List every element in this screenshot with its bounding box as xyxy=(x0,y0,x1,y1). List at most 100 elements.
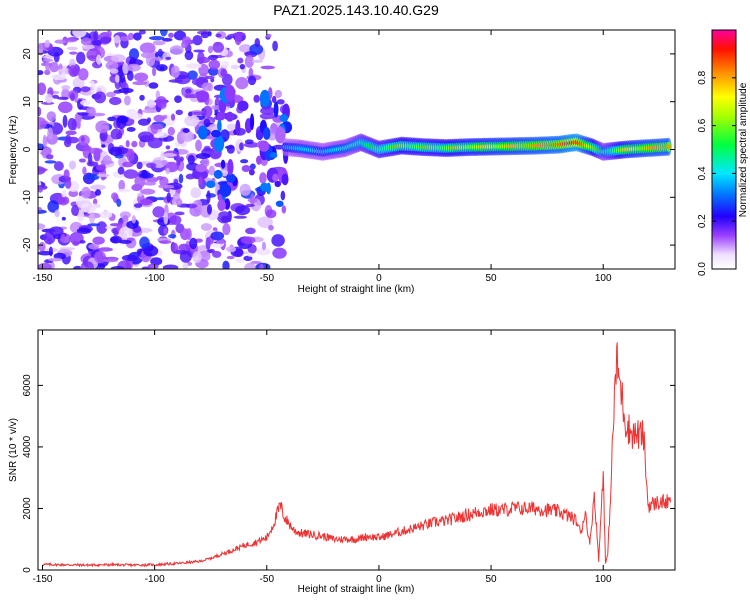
heatmap-cell xyxy=(87,223,101,227)
heatmap-cell xyxy=(109,146,123,157)
snr-x-tick-label: -100 xyxy=(145,574,165,585)
heatmap-cell xyxy=(207,45,213,54)
heatmap-cell xyxy=(245,227,256,235)
heatmap-cell xyxy=(139,42,156,54)
heatmap-cell xyxy=(275,126,286,144)
heatmap-cell xyxy=(244,139,254,145)
heatmap-cell xyxy=(226,123,237,131)
heatmap-cell xyxy=(202,105,213,118)
heatmap-cell xyxy=(161,153,177,157)
heatmap-cell xyxy=(91,39,102,46)
heatmap-cell xyxy=(258,140,270,152)
snr-x-ticks: -150 -100 -50 0 50 100 xyxy=(32,330,612,585)
heatmap-cell xyxy=(140,188,156,195)
heatmap-cell xyxy=(203,118,211,128)
heatmap-cell xyxy=(273,101,279,118)
heatmap-cell xyxy=(184,50,194,61)
heatmap-cell xyxy=(47,200,59,213)
heatmap-cell xyxy=(259,172,267,184)
heatmap-cell xyxy=(220,68,228,77)
heatmap-cell xyxy=(131,215,136,224)
heatmap-cell xyxy=(217,193,224,201)
heatmap-cell xyxy=(155,96,167,109)
heatmap-cell xyxy=(256,155,262,165)
heatmap-cell xyxy=(271,234,285,247)
heatmap-cell xyxy=(137,193,143,197)
heatmap-cell xyxy=(47,127,54,141)
heatmap-cell xyxy=(119,73,126,84)
heatmap-cell xyxy=(138,172,154,179)
heatmap-cell xyxy=(140,198,153,206)
heatmap-cell xyxy=(239,142,244,151)
heatmap-cell xyxy=(222,223,231,236)
spectrogram-x-tick-label: -50 xyxy=(260,273,275,284)
heatmap-cell xyxy=(38,42,44,56)
spectrogram-y-tick-label: -10 xyxy=(22,190,33,205)
heatmap-cell xyxy=(101,144,106,148)
heatmap-cell xyxy=(152,206,166,218)
heatmap-cell xyxy=(80,37,92,46)
snr-x-tick-label: -50 xyxy=(260,574,275,585)
heatmap-cell xyxy=(195,153,211,160)
heatmap-cell xyxy=(224,84,236,102)
heatmap-cell xyxy=(95,189,102,196)
heatmap-cell xyxy=(61,189,67,198)
heatmap-cell xyxy=(245,203,255,208)
spectrogram-heatmap xyxy=(38,30,672,269)
heatmap-cell xyxy=(256,247,271,256)
heatmap-cell xyxy=(279,114,289,123)
heatmap-cell xyxy=(262,127,271,140)
heatmap-cell xyxy=(165,145,171,150)
heatmap-cell xyxy=(248,169,255,176)
heatmap-cell xyxy=(193,49,205,53)
heatmap-cell xyxy=(118,87,134,94)
snr-y-tick-label: 0 xyxy=(22,567,33,573)
spectrogram-y-ticks: 20 10 0 -10 -20 xyxy=(22,48,675,252)
heatmap-cell xyxy=(68,189,79,198)
heatmap-cell xyxy=(165,56,172,61)
ridge-core xyxy=(666,144,671,150)
heatmap-cell xyxy=(251,59,263,63)
heatmap-cell xyxy=(168,234,177,239)
heatmap-cell xyxy=(192,251,202,263)
heatmap-cell xyxy=(109,235,122,244)
heatmap-cell xyxy=(44,69,51,75)
heatmap-cell xyxy=(125,140,130,148)
heatmap-cell xyxy=(38,82,47,96)
heatmap-cell xyxy=(239,63,246,70)
heatmap-cell xyxy=(260,182,270,192)
heatmap-cell xyxy=(247,252,254,257)
figure-title: PAZ1.2025.143.10.40.G29 xyxy=(273,2,439,18)
heatmap-cell xyxy=(174,95,182,103)
colorbar-tick-label: 0.2 xyxy=(697,214,708,228)
heatmap-cell xyxy=(214,135,225,153)
heatmap-cell xyxy=(259,113,276,120)
heatmap-cell xyxy=(93,250,107,264)
heatmap-cell xyxy=(165,167,170,175)
heatmap-cell xyxy=(61,216,66,221)
heatmap-cell xyxy=(69,92,76,102)
heatmap-cell xyxy=(44,39,50,48)
heatmap-cell xyxy=(38,263,52,269)
heatmap-cell xyxy=(69,51,78,55)
heatmap-cell xyxy=(133,203,143,208)
heatmap-cell xyxy=(167,126,176,136)
heatmap-cell xyxy=(268,224,274,231)
heatmap-cell xyxy=(71,119,78,131)
heatmap-cell xyxy=(90,112,106,117)
heatmap-cell xyxy=(80,86,90,93)
heatmap-cell xyxy=(182,262,189,269)
heatmap-cell xyxy=(146,176,159,183)
heatmap-cell xyxy=(63,138,72,148)
heatmap-cell xyxy=(253,94,260,103)
heatmap-cell xyxy=(132,81,148,86)
spectrogram-x-tick-label: 0 xyxy=(376,273,382,284)
heatmap-cell xyxy=(106,30,112,38)
heatmap-cell xyxy=(80,136,85,143)
heatmap-cell xyxy=(142,108,159,114)
heatmap-cell xyxy=(193,169,208,180)
heatmap-cell xyxy=(62,114,68,128)
heatmap-cell xyxy=(254,37,261,48)
heatmap-cell xyxy=(235,258,245,264)
heatmap-cell xyxy=(188,111,193,117)
